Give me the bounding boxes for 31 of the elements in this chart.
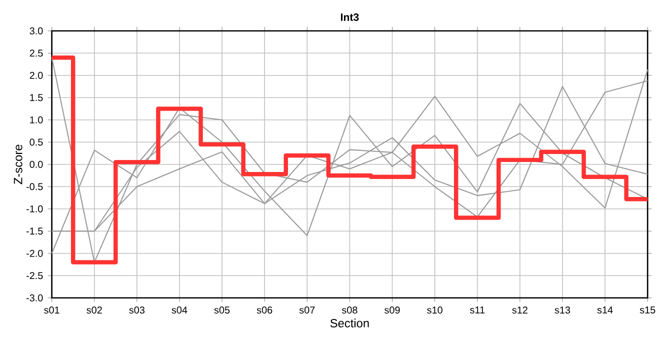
x-tick-label: s04: [172, 306, 188, 314]
x-tick-label: s09: [384, 306, 400, 314]
y-tick-label: -3.0: [26, 294, 43, 302]
y-tick-label: -1.0: [26, 206, 43, 213]
y-tick-label: 2.0: [30, 72, 43, 80]
y-tick-label: 2.5: [30, 50, 43, 57]
x-tick-label: s14: [597, 306, 613, 314]
y-tick-label: -1.5: [26, 228, 43, 235]
x-axis-title: Section: [330, 318, 369, 328]
chart-title: Int3: [340, 14, 359, 22]
y-tick-label: 0.5: [30, 138, 43, 146]
x-tick-label: s07: [299, 306, 315, 314]
x-tick-label: s15: [640, 306, 656, 314]
y-tick-label: 0.0: [30, 161, 43, 168]
x-tick-label: s01: [44, 306, 60, 314]
y-tick-label: -2.5: [26, 272, 43, 280]
x-tick-label: s10: [427, 306, 442, 314]
x-tick-label: s02: [86, 306, 102, 314]
y-tick-label: -0.5: [26, 183, 43, 190]
x-tick-label: s05: [214, 306, 230, 314]
y-tick-label: -2.0: [26, 250, 43, 258]
x-tick-label: s12: [512, 306, 528, 314]
x-tick-label: s11: [470, 306, 485, 314]
y-axis-title: Z-score: [14, 144, 22, 184]
x-tick-label: s06: [256, 306, 272, 314]
x-tick-label: s08: [342, 306, 358, 314]
x-tick-label: s13: [554, 306, 570, 314]
x-tick-label: s03: [129, 306, 144, 314]
y-tick-label: 3.0: [30, 28, 43, 35]
y-tick-label: 1.5: [30, 94, 43, 102]
y-tick-label: 1.0: [30, 116, 43, 124]
